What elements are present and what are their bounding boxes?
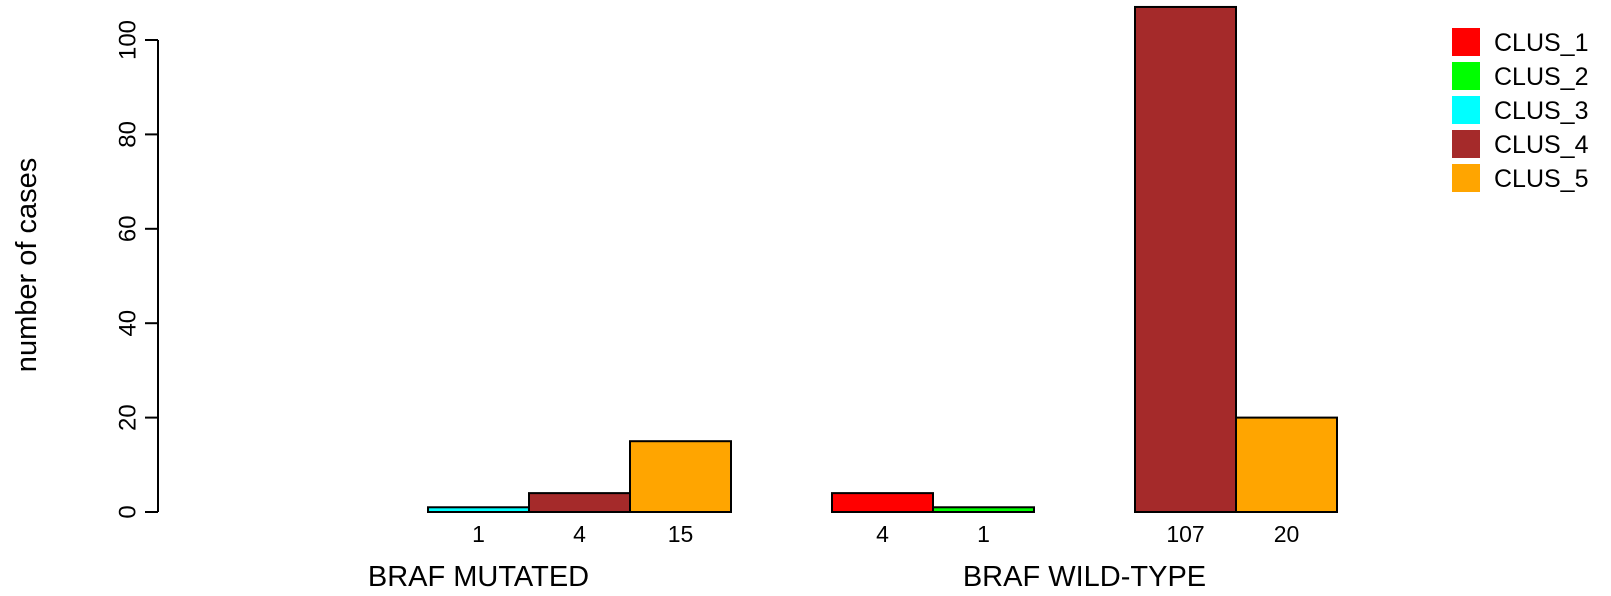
category-label: BRAF WILD-TYPE [963,561,1206,593]
bar-count-label: 15 [668,521,694,547]
legend-label: CLUS_1 [1494,29,1589,57]
y-tick-label: 80 [114,121,141,148]
legend-swatch-clus-1 [1452,28,1480,56]
legend-swatch-clus-2 [1452,62,1480,90]
bar-count-label: 1 [472,521,485,547]
y-axis: 0 20 40 60 80 100 [114,20,159,519]
y-axis-title: number of cases [11,158,43,372]
bar-clus-1-group-2 [831,492,934,513]
category-label: BRAF MUTATED [368,561,589,593]
count-labels: 1 4 15 4 1 107 20 [472,521,1299,547]
y-tick-label: 100 [114,20,141,60]
bar-count-label: 20 [1274,521,1300,547]
legend-label: CLUS_2 [1494,63,1589,91]
y-tick-label: 40 [114,310,141,337]
bar-count-label: 4 [876,521,889,547]
group-labels: BRAF MUTATED BRAF WILD-TYPE [368,561,1206,593]
bar-clus-3-group-1 [427,506,530,513]
legend-swatch-clus-5 [1452,164,1480,192]
legend-swatch-clus-3 [1452,96,1480,124]
legend-label: CLUS_3 [1494,97,1589,125]
bar-clus-5-group-1 [629,440,732,514]
legend-label: CLUS_5 [1494,165,1589,193]
bar-clus-4-group-1 [528,492,631,513]
bar-count-label: 1 [977,521,990,547]
bar-clus-5-group-2 [1235,416,1338,514]
legend-label: CLUS_4 [1494,131,1589,159]
bar-clus-2-group-2 [932,506,1035,513]
bars [427,5,1338,514]
y-tick-label: 60 [114,215,141,242]
y-tick-label: 0 [114,505,141,518]
y-tick-label: 20 [114,404,141,431]
legend-swatch-clus-4 [1452,130,1480,158]
bar-count-label: 4 [573,521,586,547]
bar-count-label: 107 [1166,521,1204,547]
bar-clus-4-group-2 [1134,5,1237,514]
legend: CLUS_1 CLUS_2 CLUS_3 CLUS_4 CLUS_5 [1452,28,1589,193]
